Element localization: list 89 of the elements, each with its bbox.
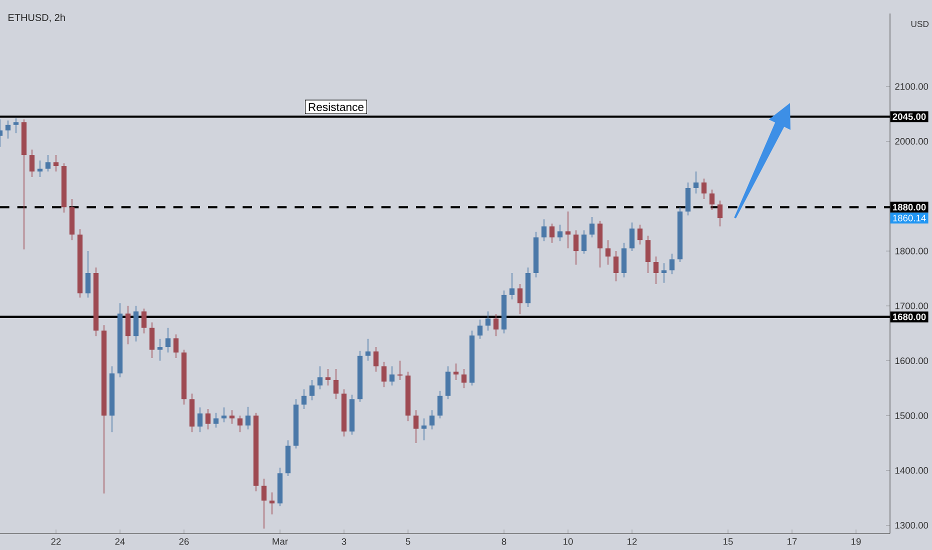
- x-tick-label: 17: [788, 538, 797, 545]
- candlestick: [653, 256, 659, 284]
- candlestick: [53, 154, 59, 172]
- chart-title: ETHUSD, 2h: [8, 14, 65, 22]
- candlestick: [397, 360, 403, 380]
- candlestick: [709, 189, 715, 210]
- candlestick: [205, 408, 211, 430]
- candlestick: [197, 406, 203, 432]
- y-tick-label: 1700.00: [895, 302, 928, 310]
- candlestick: [213, 412, 219, 428]
- candlestick: [157, 338, 163, 362]
- x-tick-label: 3: [342, 538, 346, 545]
- candlestick: [389, 366, 395, 386]
- x-tick-label: 5: [406, 538, 410, 545]
- x-tick-label: 8: [502, 538, 506, 545]
- x-tick-label: Mar: [272, 538, 288, 545]
- candlestick: [549, 223, 555, 244]
- candlestick: [637, 224, 643, 245]
- y-tick-label: 1400.00: [895, 467, 928, 474]
- x-tick-label: 12: [628, 538, 637, 545]
- candlestick: [541, 218, 547, 242]
- candlestick: [573, 230, 579, 266]
- candlestick: [141, 308, 147, 334]
- candlestick: [13, 118, 19, 134]
- candlestick: [333, 368, 339, 400]
- y-tick-label: 1500.00: [895, 412, 928, 419]
- x-tick-label: 10: [564, 538, 573, 545]
- x-tick-label: 19: [852, 538, 861, 545]
- candlestick: [605, 240, 611, 266]
- candlestick: [629, 222, 635, 252]
- candlestick: [317, 366, 323, 390]
- candlestick: [613, 250, 619, 282]
- candlestick: [149, 322, 155, 358]
- candlestick: [701, 178, 707, 200]
- candlestick: [517, 284, 523, 315]
- candlestick: [557, 224, 563, 242]
- candlestick: [85, 250, 91, 298]
- candlestick: [461, 368, 467, 389]
- candlestick: [373, 346, 379, 372]
- candlestick: [221, 406, 227, 423]
- candlestick: [45, 154, 51, 172]
- candlestick: [437, 390, 443, 419]
- candlestick: [229, 410, 235, 424]
- x-tick-label: 26: [179, 538, 189, 545]
- candlestick: [237, 415, 243, 432]
- candlestick: [485, 310, 491, 331]
- candlestick: [301, 388, 307, 410]
- x-tick-label: 24: [115, 538, 125, 545]
- candlestick: [581, 230, 587, 254]
- y-tick-label: 1600.00: [895, 357, 928, 364]
- ref-line-label: 1680.00: [892, 314, 926, 320]
- candlestick: [269, 492, 275, 515]
- candlestick: [493, 314, 499, 336]
- candlestick: [477, 319, 483, 340]
- candlestick: [5, 120, 11, 139]
- candlestick: [165, 327, 171, 353]
- candlestick: [661, 262, 667, 284]
- candlestick: [29, 149, 35, 178]
- y-tick-label: 2100.00: [895, 83, 928, 90]
- candlestick: [125, 306, 131, 345]
- candlestick: [325, 368, 331, 386]
- candlestick: [717, 200, 723, 227]
- candlestick: [421, 418, 427, 441]
- y-tick-label: 1300.00: [895, 522, 928, 529]
- ref-line-label: 1880.00: [892, 204, 926, 210]
- candlestick: [173, 334, 179, 358]
- x-tick-label: 15: [724, 538, 733, 545]
- candlestick: [669, 253, 675, 274]
- annotation: Resistance: [308, 102, 364, 112]
- candlestick: [693, 171, 699, 194]
- candlestick: [685, 182, 691, 216]
- candlestick: [261, 478, 267, 530]
- y-axis-title: USD: [911, 20, 929, 28]
- candlestick: [365, 338, 371, 362]
- y-tick-label: 1800.00: [895, 248, 928, 254]
- x-tick-label: 22: [51, 538, 61, 545]
- candlestick: [645, 235, 651, 274]
- text: 1860.14: [893, 214, 926, 222]
- candlestick: [381, 361, 387, 388]
- candlestick: [309, 380, 315, 401]
- ref-line-label: 2045.00: [892, 113, 926, 120]
- candlestick: [429, 410, 435, 430]
- candlestick: [245, 406, 251, 430]
- candlestick: [589, 216, 595, 238]
- candlestick: [453, 363, 459, 380]
- candlestick: [565, 211, 571, 249]
- y-tick-label: 2000.00: [895, 138, 928, 145]
- candlestick: [509, 272, 515, 300]
- candlestick: [413, 410, 419, 444]
